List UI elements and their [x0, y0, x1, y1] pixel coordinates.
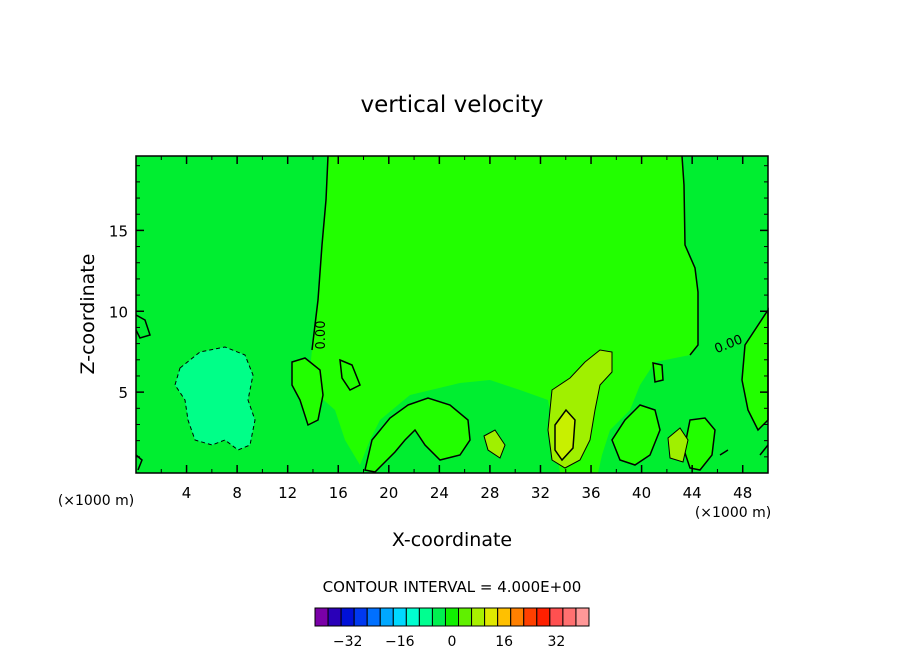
- colorbar-swatch: [379, 607, 394, 627]
- colorbar-swatch: [353, 607, 368, 627]
- positive-blob-3: [364, 397, 471, 473]
- plot-frame: [135, 155, 769, 474]
- colorbar-swatch: [366, 607, 381, 627]
- colorbar-swatch: [549, 607, 564, 627]
- colorbar-swatch: [340, 607, 355, 627]
- downdraft-region: [174, 346, 256, 451]
- x-tick-label: 12: [278, 484, 297, 502]
- x-tick-label: 40: [632, 484, 651, 502]
- colorbar-tick-label: −16: [385, 634, 415, 650]
- colorbar-tick-label: 0: [448, 634, 457, 650]
- zero-contour-main: [311, 155, 699, 356]
- colorbar-swatch: [497, 607, 512, 627]
- colorbar-swatch: [575, 607, 590, 627]
- colorbar-swatch: [484, 607, 499, 627]
- colorbar-swatch: [392, 607, 407, 627]
- colorbar-swatch: [536, 607, 551, 627]
- colorbar-tick-label: 16: [495, 634, 513, 650]
- y-tick-label: 15: [109, 222, 128, 240]
- colorbar-swatch: [562, 607, 577, 627]
- contour-label-1: 0.00: [314, 321, 329, 350]
- x-tick-label: 20: [379, 484, 398, 502]
- x-tick-label: 28: [480, 484, 499, 502]
- zero-contour-right-bottom: [719, 444, 769, 456]
- colorbar-swatch: [405, 607, 420, 627]
- central-updraft-region: [310, 156, 698, 473]
- updraft-blob-small-2: [667, 427, 689, 463]
- colorbar: [314, 607, 590, 627]
- colorbar-swatch: [327, 607, 342, 627]
- colorbar-tick-label: 32: [547, 634, 565, 650]
- colorbar-swatch: [418, 607, 433, 627]
- colorbar-swatch: [510, 607, 525, 627]
- x-tick-label: 44: [683, 484, 702, 502]
- y-axis-ticks: 5 10 15: [109, 165, 768, 458]
- x-tick-label: 8: [232, 484, 242, 502]
- x-tick-label: 24: [430, 484, 449, 502]
- colorbar-swatch: [523, 607, 538, 627]
- x-tick-label: 16: [329, 484, 348, 502]
- x-unit-label-right: (×1000 m): [695, 505, 771, 521]
- plot-area: 0.00 0.00: [135, 155, 769, 474]
- colorbar-swatch: [314, 607, 329, 627]
- positive-blob-2: [339, 358, 361, 391]
- x-axis-label: X-coordinate: [392, 529, 512, 551]
- colorbar-tick-labels: −32 −16 0 16 32: [333, 634, 565, 650]
- colorbar-swatch: [471, 607, 486, 627]
- x-tick-label: 48: [733, 484, 752, 502]
- x-unit-label-left: (×1000 m): [58, 493, 134, 509]
- colorbar-tick-label: −32: [333, 634, 363, 650]
- x-tick-label: 32: [531, 484, 550, 502]
- contour-interval-text: CONTOUR INTERVAL = 4.000E+00: [323, 578, 582, 596]
- colorbar-swatch: [431, 607, 446, 627]
- x-tick-label: 36: [581, 484, 600, 502]
- zero-contour-left-edge: [135, 314, 151, 339]
- positive-blob-7: [652, 362, 664, 383]
- updraft-blob-small-1: [483, 429, 506, 459]
- y-tick-label: 5: [118, 384, 128, 402]
- positive-blob-1: [291, 357, 324, 427]
- chart-title: vertical velocity: [361, 92, 544, 118]
- colorbar-swatch: [444, 607, 460, 627]
- updraft-core: [554, 408, 576, 462]
- x-axis-ticks: 4 8 12 16 20 24 28 32 36 40 44 48: [160, 156, 752, 502]
- positive-blob-4: [611, 404, 661, 466]
- colorbar-swatch: [458, 607, 473, 627]
- x-tick-label: 4: [182, 484, 192, 502]
- y-tick-label: 10: [109, 303, 128, 321]
- y-axis-label: Z-coordinate: [77, 254, 99, 375]
